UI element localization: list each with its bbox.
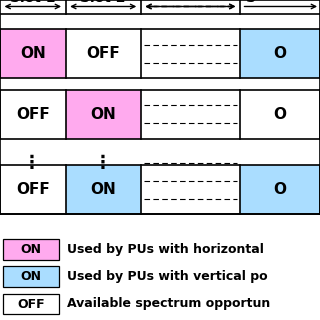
Bar [0, 29, 66, 78]
Text: Slot 2: Slot 2 [80, 0, 126, 5]
Bar [141, 29, 240, 78]
Text: Used by PUs with vertical po: Used by PUs with vertical po [67, 270, 268, 283]
Text: O: O [274, 107, 286, 122]
Bar [66, 165, 141, 214]
Bar [240, 90, 320, 139]
Bar [240, 165, 320, 214]
Text: OFF: OFF [16, 182, 50, 197]
Text: ON: ON [21, 243, 42, 256]
Text: Available spectrum opportun: Available spectrum opportun [67, 298, 270, 310]
Bar [66, 90, 141, 139]
Bar [66, 29, 141, 78]
Bar [240, 29, 320, 78]
Text: O: O [274, 46, 286, 61]
Bar [0, 165, 66, 214]
Text: S: S [246, 0, 256, 5]
Text: ⋮: ⋮ [93, 154, 111, 172]
Text: ON: ON [21, 270, 42, 283]
Text: ON: ON [90, 107, 116, 122]
Text: OFF: OFF [17, 298, 45, 310]
Text: ON: ON [20, 46, 46, 61]
Bar [0, 90, 66, 139]
Text: ON: ON [90, 182, 116, 197]
Bar [3, 239, 59, 260]
Bar [3, 266, 59, 287]
Text: OFF: OFF [86, 46, 120, 61]
Text: ⋮: ⋮ [23, 154, 41, 172]
Text: Slot 1: Slot 1 [10, 0, 56, 5]
Text: Used by PUs with horizontal: Used by PUs with horizontal [67, 243, 264, 256]
Bar [141, 165, 240, 214]
Text: OFF: OFF [16, 107, 50, 122]
Bar [3, 294, 59, 314]
Text: O: O [274, 182, 286, 197]
Bar [141, 90, 240, 139]
